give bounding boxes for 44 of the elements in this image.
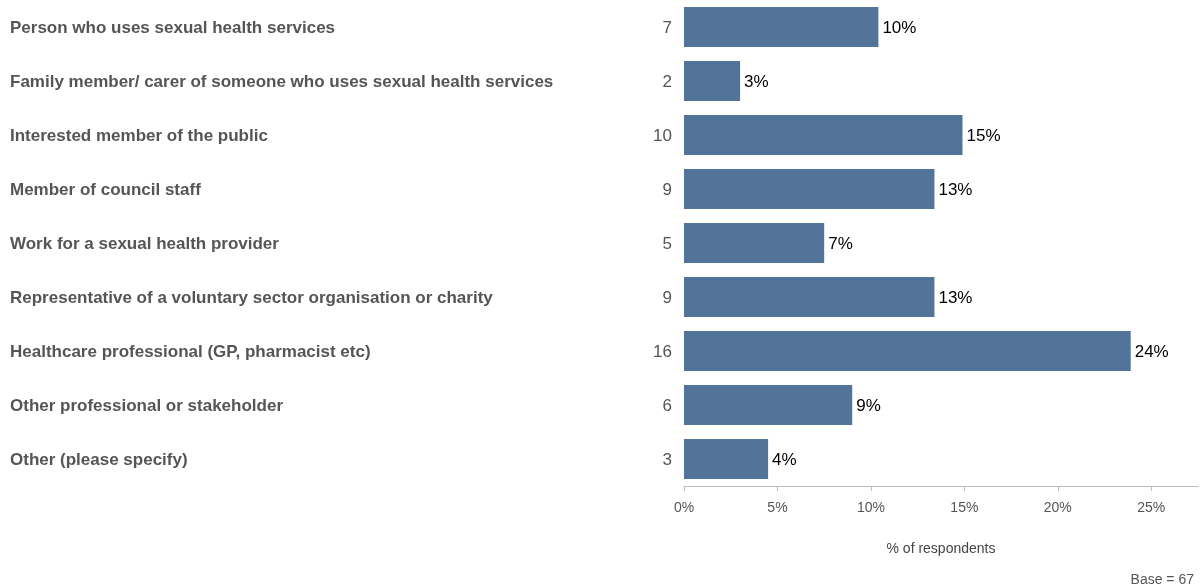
text: 7 xyxy=(662,17,672,37)
data-label: 13% xyxy=(938,179,973,199)
x-tick-label: 0% xyxy=(673,499,695,515)
y-tick-label: Interested member of the public xyxy=(10,125,268,145)
bar xyxy=(684,7,879,47)
y-tick-label: Member of council staff xyxy=(10,179,202,199)
data-label: 9% xyxy=(856,395,881,415)
bar xyxy=(684,439,769,479)
text: 9 xyxy=(662,179,672,199)
y-tick-label: Family member/ carer of someone who uses sexual health services xyxy=(10,71,554,91)
y-tick-label: Healthcare professional (GP, pharmacist etc) xyxy=(10,341,371,361)
data-label: 13% xyxy=(938,287,973,307)
x-tick-label: 10% xyxy=(856,499,885,515)
text: 5 xyxy=(662,233,672,253)
data-label: 3% xyxy=(744,71,769,91)
x-tick-label: 15% xyxy=(950,499,979,515)
data-label: 15% xyxy=(966,125,1001,145)
text: 10 xyxy=(653,125,672,145)
text: Base = 67 xyxy=(1130,571,1195,587)
data-label: 10% xyxy=(882,17,917,37)
y-tick-label: Work for a sexual health provider xyxy=(10,233,280,253)
data-label: 24% xyxy=(1134,341,1169,361)
x-tick-label: 25% xyxy=(1137,499,1166,515)
y-tick-label: Other professional or stakeholder xyxy=(10,395,284,415)
bar xyxy=(684,331,1131,371)
x-axis-title: % of respondents xyxy=(886,540,996,556)
bar xyxy=(684,115,963,155)
text: 9 xyxy=(662,287,672,307)
text: 6 xyxy=(662,395,672,415)
bar xyxy=(684,223,825,263)
bar xyxy=(684,61,741,101)
y-tick-label: Person who uses sexual health services xyxy=(10,17,336,37)
text: 16 xyxy=(653,341,672,361)
text: 2 xyxy=(662,71,672,91)
x-tick-label: 20% xyxy=(1043,499,1072,515)
x-tick-label: 5% xyxy=(767,499,788,515)
y-tick-label: Representative of a voluntary sector organisation or charity xyxy=(10,287,494,307)
bar xyxy=(684,169,935,209)
data-label: 4% xyxy=(772,449,797,469)
data-label: 7% xyxy=(828,233,853,253)
y-tick-label: Other (please specify) xyxy=(10,449,188,469)
bar xyxy=(684,277,935,317)
bar xyxy=(684,385,853,425)
text: 3 xyxy=(662,449,672,469)
